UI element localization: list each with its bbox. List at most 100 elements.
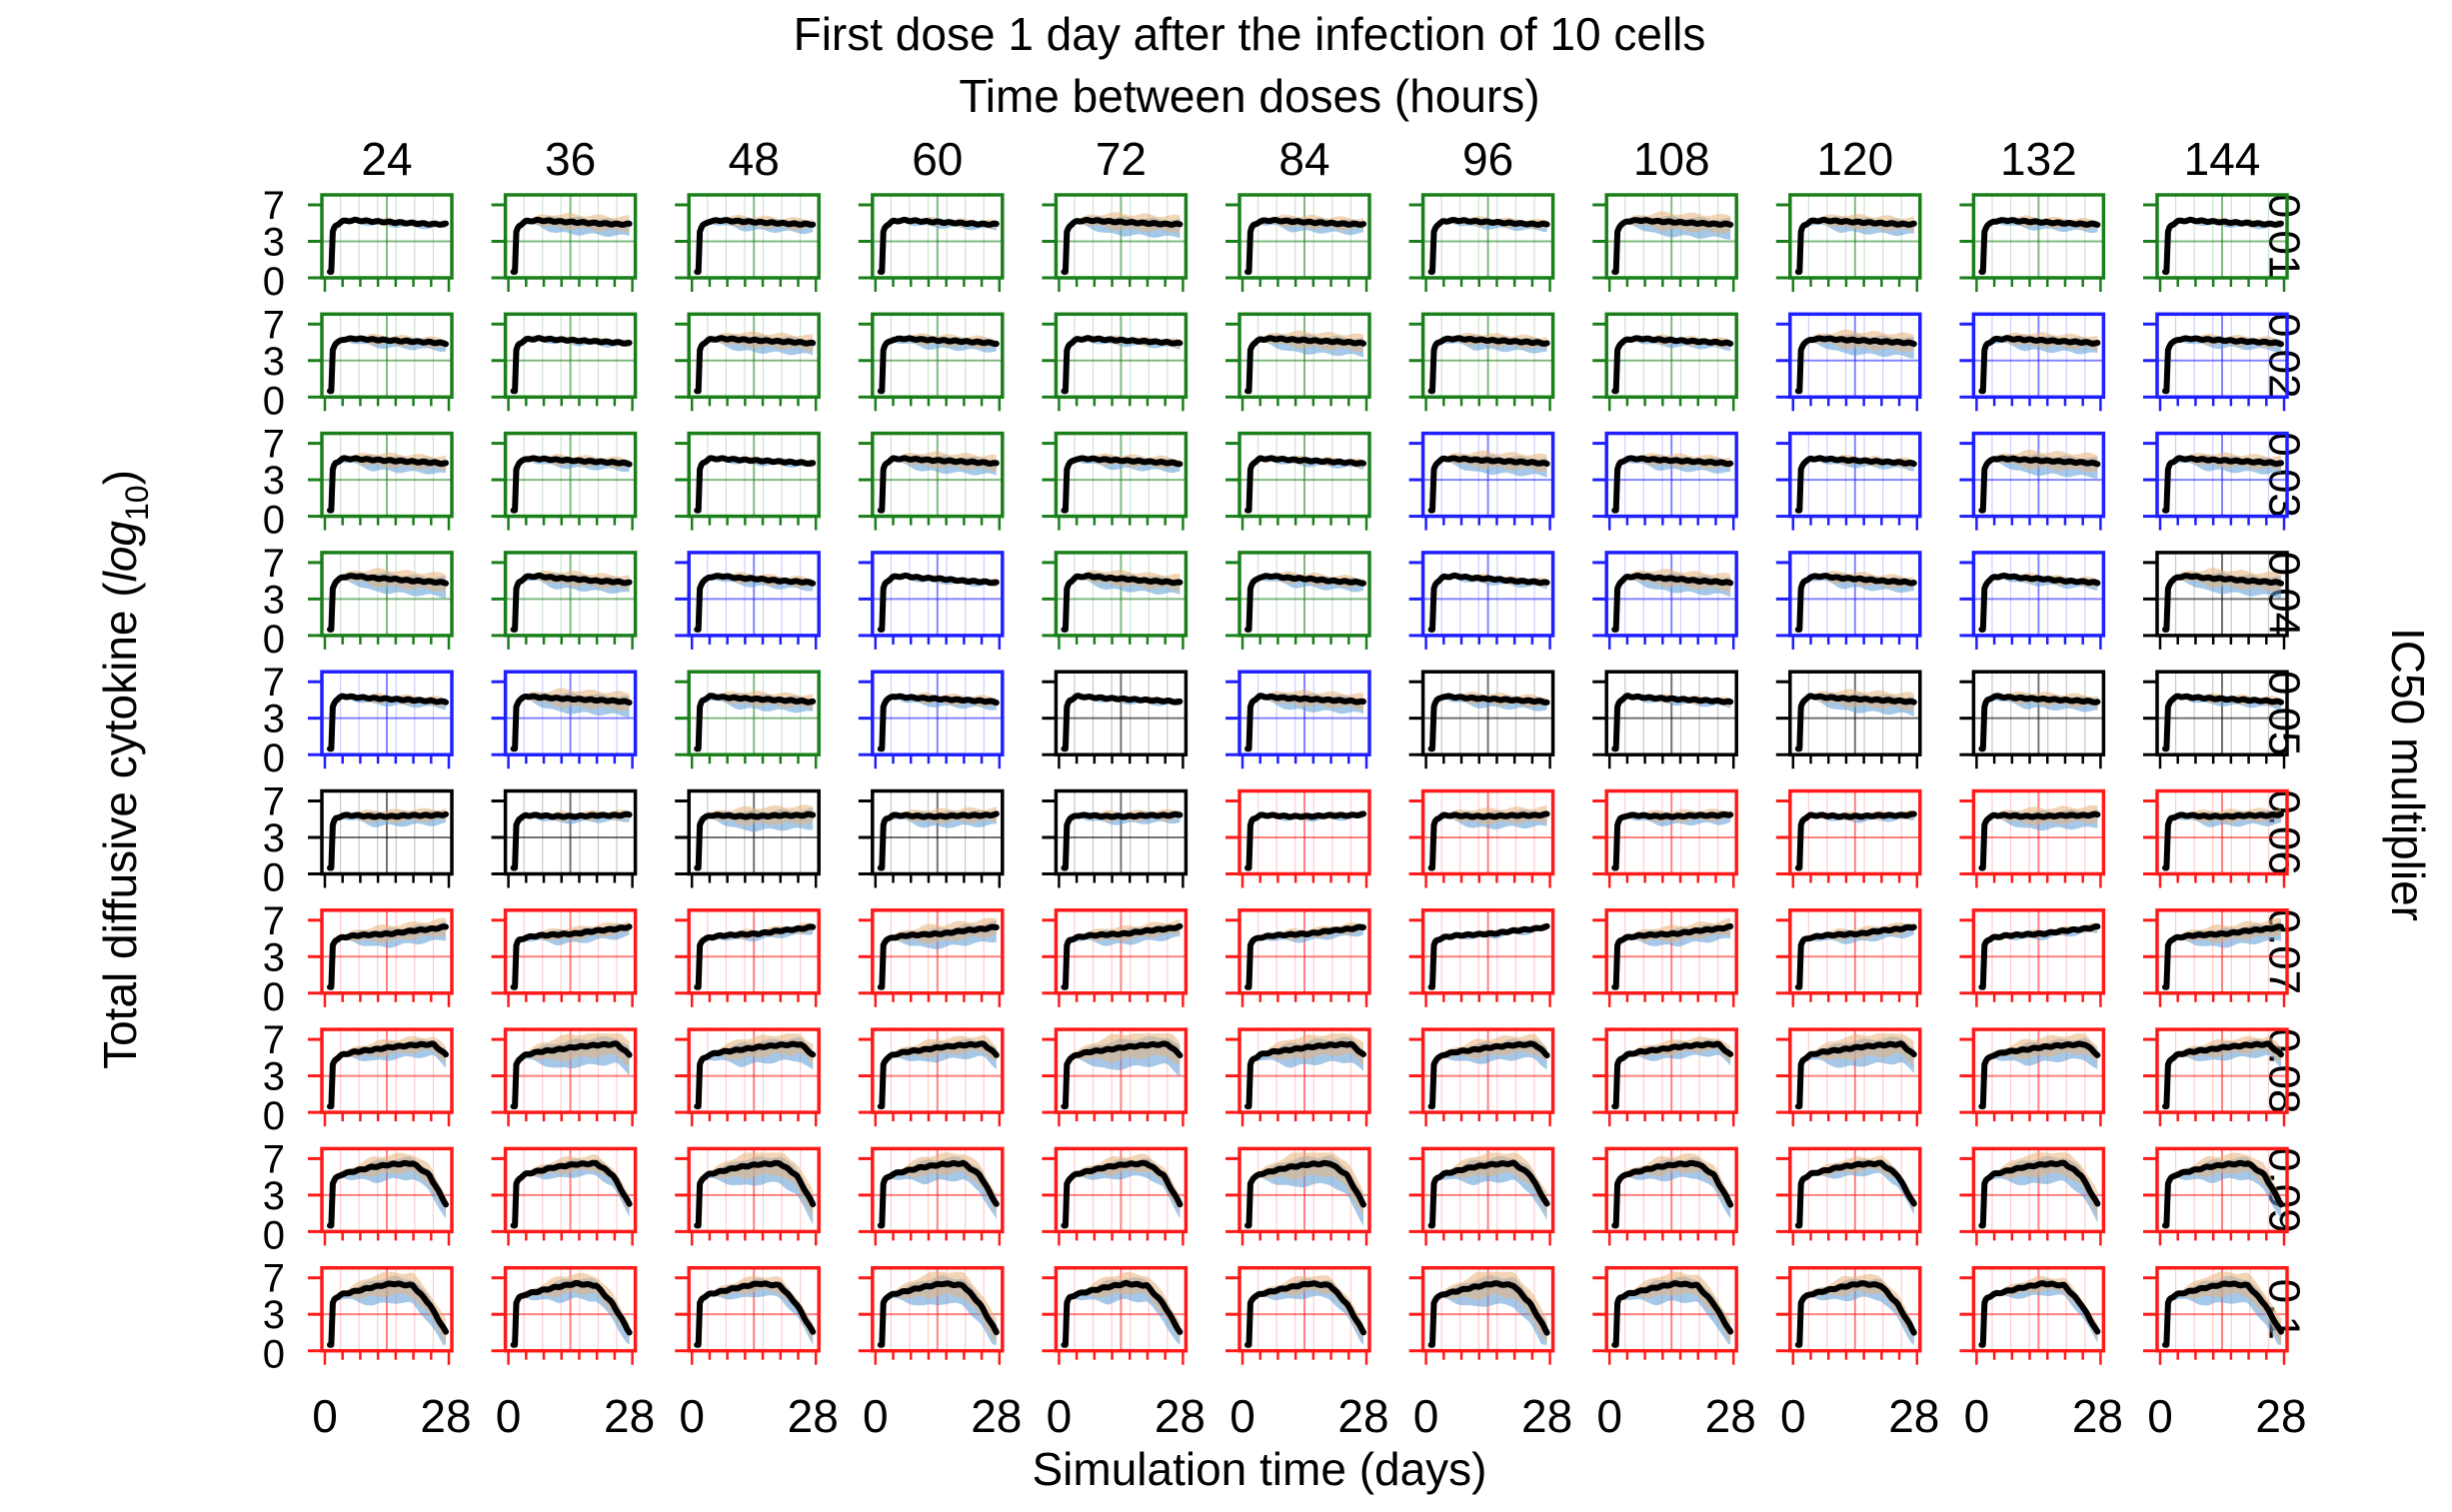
column-header-108: 108: [1633, 133, 1710, 185]
mean-line: [1794, 335, 1917, 395]
panel-0.02-132: [1959, 312, 2106, 412]
panel-frame: [1604, 312, 1738, 400]
mean-line: [877, 1040, 1000, 1110]
y-tick-label-7: 7: [263, 780, 285, 824]
mean-line: [1061, 335, 1184, 395]
mean-line: [877, 572, 1000, 633]
panel-0.02-36: [491, 312, 638, 412]
mean-line: [1244, 455, 1366, 514]
panel-frame: [503, 193, 638, 280]
panel-0.03-84: [1226, 431, 1371, 531]
panel-0.01-72: [1042, 193, 1189, 292]
column-header-36: 36: [545, 133, 596, 185]
panel-frame: [1604, 551, 1738, 638]
panel-0.08-108: [1592, 1027, 1738, 1127]
x-tick-label-0: 0: [1596, 1390, 1622, 1442]
panel-0.06-84: [1226, 788, 1371, 888]
panel-0.05-84: [1226, 670, 1371, 769]
panel-frame: [320, 551, 454, 638]
mean-line: [510, 1040, 633, 1110]
panel-0.01-132: [1959, 193, 2106, 292]
panel-frame: [1788, 551, 1922, 638]
mean-line: [2162, 335, 2284, 395]
panel-frame: [1788, 670, 1922, 756]
chart-title: First dose 1 day after the infection of …: [794, 8, 1706, 60]
panel-frame: [687, 670, 821, 756]
panel-frame: [1237, 908, 1371, 995]
panel-frame: [1237, 551, 1371, 638]
panel-0.07-132: [1959, 908, 2106, 1007]
mean-line: [1794, 693, 1917, 753]
panel-frame: [1420, 670, 1555, 756]
panel-frame: [1420, 1146, 1555, 1234]
x-tick-label-0: 0: [1413, 1390, 1439, 1442]
y-tick-label-7: 7: [263, 661, 285, 705]
mean-line: [1611, 455, 1734, 514]
panel-frame: [2155, 1146, 2289, 1234]
x-tick-label-28: 28: [788, 1390, 839, 1442]
panel-frame: [1054, 1265, 1189, 1353]
y-axis-label: Total diffusive cytokine (log10): [94, 470, 155, 1069]
panel-0.08-36: [491, 1027, 638, 1127]
panel-frame: [687, 431, 821, 519]
mean-line: [877, 810, 1000, 871]
mean-line: [1427, 217, 1550, 275]
panel-0.06-36: [491, 788, 638, 888]
panel-frame: [871, 193, 1005, 280]
mean-line: [327, 1040, 449, 1110]
panel-0.04-48: [675, 551, 821, 650]
x-tick-label-28: 28: [1888, 1390, 1939, 1442]
mean-line: [510, 923, 633, 990]
panel-0.08-132: [1959, 1027, 2106, 1127]
right-axis-label: IC50 multiplier: [2382, 628, 2434, 921]
mean-line: [327, 693, 449, 753]
mean-line: [1244, 573, 1366, 633]
uncertainty-band-b: [1617, 1153, 1731, 1211]
panel-frame: [1604, 1146, 1738, 1234]
panel-0.06-72: [1042, 788, 1189, 888]
panel-0.05-108: [1592, 670, 1738, 769]
panel-0.04-84: [1226, 551, 1371, 650]
mean-line: [2162, 693, 2284, 753]
mean-line: [1978, 1159, 2101, 1229]
panel-0.02-144: [2143, 312, 2289, 412]
mean-line: [1611, 217, 1734, 275]
mean-line: [1794, 810, 1917, 871]
panel-0.02-72: [1042, 312, 1189, 412]
mean-line: [694, 693, 817, 753]
panel-frame: [1420, 788, 1555, 876]
mean-line: [510, 455, 633, 514]
panel-0.06-120: [1775, 788, 1922, 888]
panel-frame: [1604, 1265, 1738, 1353]
panel-0.08-84: [1226, 1027, 1371, 1127]
mean-line: [1611, 811, 1734, 871]
mean-line: [2162, 216, 2284, 275]
panel-frame: [1054, 551, 1189, 638]
mean-line: [1978, 217, 2101, 275]
panel-0.04-96: [1408, 551, 1555, 650]
y-tick-label-0: 0: [263, 1213, 285, 1257]
panel-frame: [2155, 551, 2289, 638]
panel-frame: [320, 193, 454, 280]
mean-line: [1794, 923, 1917, 990]
panel-frame: [503, 1146, 638, 1234]
panel-frame: [1054, 1027, 1189, 1114]
panel-frame: [503, 312, 638, 400]
panel-frame: [1788, 908, 1922, 995]
panel-0.1-24: [308, 1265, 454, 1365]
panel-frame: [1604, 908, 1738, 995]
mean-line: [877, 923, 1000, 990]
mean-line: [2162, 1280, 2284, 1348]
mean-line: [877, 455, 1000, 514]
panel-0.04-144: [2143, 551, 2289, 650]
mean-line: [877, 693, 1000, 753]
panel-frame: [871, 551, 1005, 638]
panel-0.02-24: [308, 312, 454, 412]
mean-line: [1427, 572, 1550, 633]
panel-0.04-132: [1959, 551, 2106, 650]
panel-0.04-36: [491, 551, 638, 650]
y-tick-label-7: 7: [263, 1137, 285, 1181]
x-tick-label-28: 28: [1521, 1390, 1572, 1442]
panel-0.02-120: [1775, 312, 1922, 412]
